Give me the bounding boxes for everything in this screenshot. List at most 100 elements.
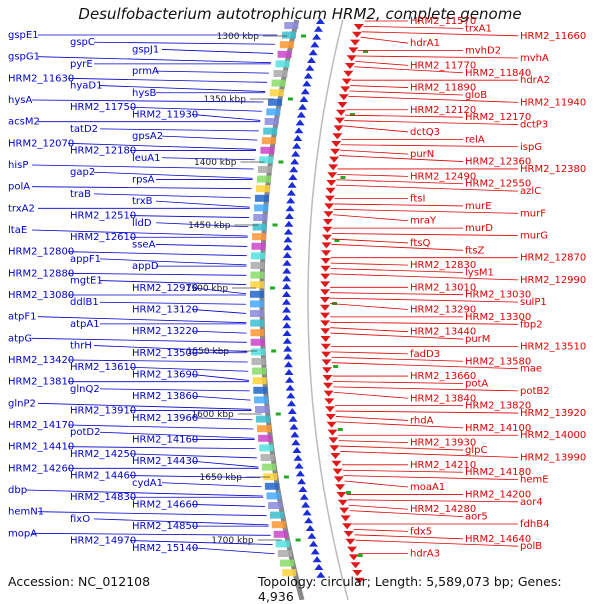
forward-gene-arrow bbox=[301, 501, 311, 508]
gene-label-right: glpC bbox=[465, 445, 487, 456]
scale-tick-mark bbox=[275, 412, 281, 416]
gene-label-right: HRM2_12550 bbox=[465, 179, 531, 190]
gene-connector-left bbox=[37, 316, 247, 324]
scale-label: 1650 kbp bbox=[200, 473, 243, 483]
cog-band bbox=[264, 118, 279, 125]
gene-label-right: mraY bbox=[410, 216, 437, 227]
cog-band bbox=[259, 156, 274, 164]
scale-tick-mark bbox=[345, 491, 351, 494]
forward-gene-arrow bbox=[309, 540, 319, 547]
reverse-gene-arrow bbox=[340, 86, 351, 93]
forward-gene-arrow bbox=[308, 49, 318, 56]
forward-gene-arrow bbox=[297, 478, 307, 485]
gene-connector-left bbox=[161, 135, 258, 141]
gene-connector-right bbox=[343, 475, 519, 481]
gene-label-right: hdrA3 bbox=[410, 549, 440, 560]
scale-label: 1350 kbp bbox=[204, 95, 247, 105]
cog-band bbox=[254, 204, 269, 212]
cog-band bbox=[277, 550, 292, 557]
gene-connector-left bbox=[37, 402, 252, 410]
gene-connector-left bbox=[99, 431, 255, 439]
cog-band bbox=[271, 521, 286, 529]
gene-connector-left bbox=[99, 128, 259, 132]
gene-label-right: ftsZ bbox=[465, 245, 484, 256]
cog-band bbox=[268, 98, 282, 106]
gene-connector-left bbox=[191, 417, 253, 421]
gene-connector-left bbox=[129, 215, 250, 218]
gene-label-right: murF bbox=[520, 208, 546, 219]
gene-connector-right bbox=[349, 510, 464, 518]
gene-connector-left bbox=[93, 41, 276, 45]
scale-label: 1300 kbp bbox=[217, 32, 260, 42]
gene-label-right: HRM2_11660 bbox=[520, 31, 586, 42]
reverse-gene-arrow bbox=[337, 499, 348, 506]
inner-ring bbox=[307, 19, 349, 600]
gene-label-left: HRM2_13860 bbox=[132, 391, 198, 402]
gene-label-left: HRM2_14850 bbox=[132, 521, 198, 532]
gene-label-left: HRM2_15140 bbox=[132, 543, 198, 554]
gene-label-left: acsM2 bbox=[8, 117, 40, 128]
gene-label-left: HRM2_13910 bbox=[70, 406, 136, 417]
gene-connector-left bbox=[161, 482, 262, 488]
gene-connector-right bbox=[339, 155, 464, 162]
forward-gene-arrow bbox=[302, 509, 312, 516]
forward-gene-arrow bbox=[312, 33, 322, 40]
scale-label: 1450 kbp bbox=[188, 221, 231, 231]
forward-gene-arrow bbox=[289, 423, 299, 430]
cog-band bbox=[250, 290, 264, 298]
gene-label-right: HRM2_13030 bbox=[465, 290, 531, 301]
forward-gene-arrow bbox=[313, 25, 323, 32]
gene-connector-right bbox=[331, 243, 464, 251]
gene-connector-left bbox=[99, 85, 266, 92]
reverse-gene-arrow bbox=[320, 320, 331, 327]
cog-band bbox=[258, 166, 272, 173]
accession-label: Accession: NC_012108 bbox=[8, 574, 151, 589]
scale-tick-mark bbox=[283, 475, 289, 479]
reverse-gene-arrow bbox=[324, 195, 335, 202]
gene-connector-right bbox=[337, 173, 409, 177]
gene-connector-right bbox=[333, 208, 519, 214]
scale-tick-mark bbox=[270, 286, 276, 290]
reverse-gene-arrow bbox=[333, 125, 344, 132]
reverse-gene-arrow bbox=[321, 234, 332, 241]
gene-label-right: HRM2_13920 bbox=[520, 408, 586, 419]
gene-label-left: HRM2_14170 bbox=[8, 420, 74, 431]
gene-connector-left bbox=[31, 99, 264, 103]
gene-connector-right bbox=[331, 362, 519, 370]
gene-label-left: hyaD1 bbox=[70, 81, 102, 92]
gene-label-left: HRM2_14460 bbox=[70, 471, 136, 482]
gene-label-left: HRM2_12610 bbox=[70, 232, 136, 243]
forward-gene-arrow bbox=[299, 493, 309, 500]
scale-tick-mark bbox=[333, 365, 339, 368]
reverse-gene-arrow bbox=[348, 554, 359, 561]
gene-connector-right bbox=[330, 332, 464, 340]
forward-gene-arrow bbox=[283, 236, 293, 243]
gene-connector-left bbox=[191, 287, 247, 295]
gene-label-left: mgtE1 bbox=[70, 276, 103, 287]
forward-gene-arrow bbox=[293, 135, 303, 141]
gene-label-left: HRM2_14830 bbox=[70, 492, 136, 503]
gene-connector-right bbox=[335, 410, 519, 414]
gene-connector-left bbox=[129, 366, 249, 372]
gene-connector-left bbox=[93, 518, 269, 526]
gene-connector-left bbox=[191, 504, 265, 507]
forward-gene-arrow bbox=[314, 564, 324, 570]
gene-connector-left bbox=[155, 222, 249, 228]
forward-gene-arrow bbox=[298, 486, 308, 492]
gene-connector-right bbox=[336, 179, 464, 185]
gene-label-right: HRM2_14200 bbox=[465, 489, 531, 500]
gene-connector-right bbox=[360, 36, 409, 44]
forward-gene-arrow bbox=[292, 447, 302, 453]
reverse-gene-arrow bbox=[352, 570, 363, 576]
reverse-gene-arrow bbox=[342, 523, 353, 530]
gene-connector-left bbox=[155, 70, 269, 74]
gene-connector-left bbox=[93, 345, 248, 352]
reverse-gene-arrow bbox=[343, 70, 354, 77]
gene-label-left: gspE1 bbox=[8, 30, 39, 41]
forward-gene-arrow bbox=[294, 127, 304, 134]
cog-band bbox=[251, 242, 266, 250]
cog-band bbox=[252, 377, 267, 385]
cog-band bbox=[284, 22, 299, 29]
scale-label: 1550 kbp bbox=[187, 347, 230, 357]
gene-label-left: appD bbox=[132, 261, 159, 272]
